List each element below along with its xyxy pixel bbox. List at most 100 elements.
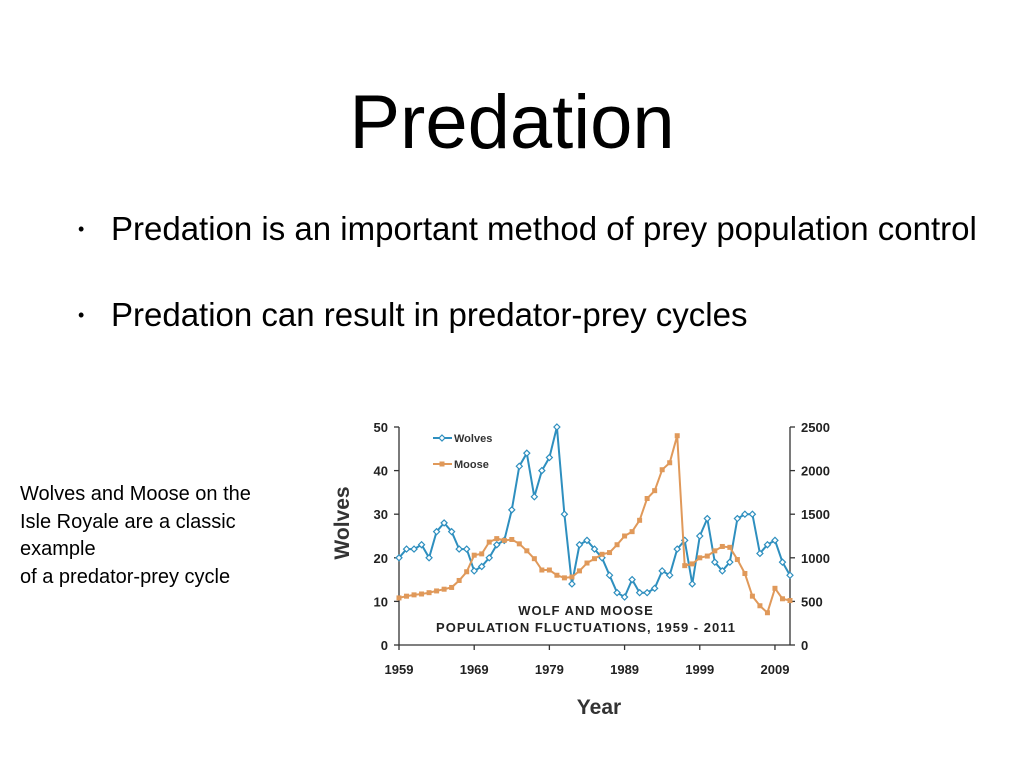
wolves-point: [628, 575, 636, 584]
moose-point: [509, 536, 515, 542]
wolves-point: [786, 571, 794, 580]
y-left-tick-label: 10: [374, 594, 388, 609]
wolves-point: [748, 510, 757, 519]
moose-point: [757, 603, 763, 609]
wolves-point: [470, 567, 479, 575]
moose-point: [576, 568, 582, 574]
moose-point: [516, 541, 522, 547]
moose-point: [396, 595, 402, 601]
caption-line: Isle Royale are a classic: [20, 510, 236, 533]
image-caption: Wolves and Moose on the Isle Royale are …: [20, 481, 310, 591]
moose-point: [419, 591, 425, 597]
wolves-point: [485, 553, 494, 562]
y-left-tick-label: 50: [374, 420, 388, 435]
y-right-tick-label: 1500: [801, 507, 830, 522]
moose-point: [411, 592, 417, 598]
moose-point: [539, 567, 545, 573]
moose-point: [434, 588, 440, 594]
moose-point: [464, 569, 470, 575]
wolves-point: [455, 545, 464, 553]
moose-point: [494, 536, 500, 542]
moose-point: [426, 590, 432, 596]
y-left-tick-label: 0: [381, 638, 388, 653]
moose-point: [704, 553, 710, 559]
y-left-tick-label: 40: [374, 464, 388, 479]
wolves-point: [402, 545, 411, 553]
moose-point: [667, 460, 673, 466]
y-right-tick-label: 0: [801, 638, 808, 653]
moose-point: [524, 548, 530, 554]
moose-point: [531, 556, 537, 562]
wolves-point: [395, 553, 403, 562]
moose-point: [584, 560, 590, 566]
wolves-point: [688, 580, 697, 588]
moose-point: [719, 543, 725, 549]
moose-point: [554, 572, 560, 578]
moose-point: [629, 529, 635, 535]
slide-title: Predation: [349, 80, 675, 165]
moose-point: [486, 539, 492, 545]
moose-point: [456, 577, 462, 583]
moose-point: [779, 596, 785, 602]
wolves-point: [710, 558, 719, 567]
wolves-point: [643, 588, 651, 597]
bullet-text: Predation can result in predator-prey cy…: [111, 296, 748, 333]
moose-point: [546, 567, 552, 573]
wolves-point: [568, 580, 576, 588]
wolves-point: [613, 588, 621, 597]
chart-title-line: POPULATION FLUCTUATIONS, 1959 - 2011: [436, 620, 736, 635]
moose-point: [644, 496, 650, 502]
moose-point: [592, 556, 597, 562]
chart-series: [395, 423, 794, 616]
y-right-tick-label: 2500: [801, 420, 830, 435]
y-axis-title: Wolves: [331, 486, 354, 559]
moose-point: [607, 550, 613, 556]
x-axis-title: Year: [577, 696, 621, 719]
bullet-text: Predation is an important method of prey…: [111, 210, 977, 247]
wolves-point: [477, 562, 486, 571]
moose-point: [697, 555, 703, 561]
wolves-point: [695, 532, 704, 540]
wolves-point: [447, 527, 456, 536]
wolves-point: [650, 584, 659, 593]
wolves-point: [440, 519, 448, 527]
wolves-point: [425, 553, 433, 562]
moose-point: [501, 537, 507, 543]
y-right-tick-label: 2000: [801, 464, 830, 479]
caption-line: of a predator-prey cycle: [20, 565, 231, 588]
moose-point: [742, 570, 748, 576]
wolves-point: [733, 514, 742, 523]
moose-point: [659, 467, 665, 473]
moose-point: [772, 585, 778, 591]
wolves-point: [522, 449, 531, 458]
moose-point: [682, 563, 688, 569]
wolves-point: [507, 505, 516, 514]
wolves-point: [635, 588, 644, 597]
legend-label: Moose: [454, 459, 489, 471]
wolves-point: [605, 571, 614, 580]
chart-axes: [398, 427, 791, 646]
moose-point: [479, 551, 485, 557]
moose-point: [727, 544, 733, 550]
wolves-point: [658, 567, 667, 575]
x-tick-label: 1969: [460, 662, 489, 677]
wolves-point: [673, 545, 682, 553]
wolves-point: [545, 453, 554, 462]
wolves-point: [741, 510, 749, 519]
wolves-point: [553, 423, 561, 431]
moose-point: [599, 551, 605, 557]
y-right-tick-label: 1000: [801, 551, 830, 566]
moose-point: [471, 552, 477, 558]
x-tick-label: 1959: [385, 662, 414, 677]
wolves-point: [560, 510, 569, 519]
moose-point: [787, 598, 793, 604]
wolves-point: [756, 549, 764, 558]
wolves-point: [417, 540, 426, 549]
wolves-point: [432, 527, 441, 536]
moose-point: [637, 517, 643, 523]
moose-point: [764, 610, 770, 616]
bullet-item: • Predation can result in predator-prey …: [78, 294, 978, 336]
y-left-tick-label: 20: [374, 551, 388, 566]
wolves-point: [575, 540, 584, 549]
